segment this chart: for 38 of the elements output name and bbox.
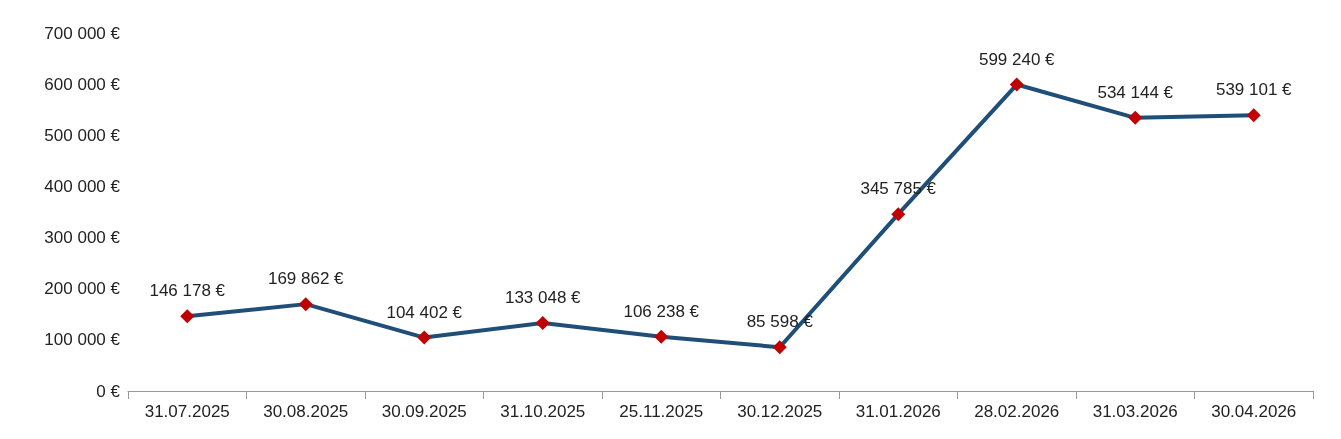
data-label: 106 238 € bbox=[623, 301, 700, 321]
point bbox=[535, 315, 550, 330]
data-label: 169 862 € bbox=[267, 269, 345, 289]
x-tick-label: 31.01.2026 bbox=[855, 402, 941, 421]
x-tick-label: 30.09.2025 bbox=[381, 402, 467, 421]
y-tick-label: 100 000 € bbox=[44, 330, 121, 350]
x-tick-label: 30.08.2025 bbox=[263, 402, 349, 421]
x-tick-label: 28.02.2026 bbox=[974, 402, 1060, 421]
y-tick-label: 200 000 € bbox=[44, 279, 121, 299]
data-label: 85 598 € bbox=[746, 312, 814, 332]
x-tick-label: 30.12.2025 bbox=[737, 402, 823, 421]
x-tick-label: 31.07.2025 bbox=[144, 402, 230, 421]
point bbox=[298, 297, 313, 312]
point bbox=[772, 340, 787, 355]
point bbox=[1009, 77, 1024, 92]
point bbox=[417, 330, 432, 345]
y-tick-label: 400 000 € bbox=[44, 176, 121, 196]
data-label: 104 402 € bbox=[386, 302, 463, 322]
point bbox=[654, 329, 669, 344]
y-tick-label: 300 000 € bbox=[44, 228, 121, 248]
data-label: 534 144 € bbox=[1097, 82, 1174, 102]
point bbox=[1128, 110, 1143, 125]
data-label: 146 178 € bbox=[149, 281, 226, 301]
x-tick-label: 25.11.2025 bbox=[619, 402, 704, 421]
y-tick-label: 0 € bbox=[96, 381, 121, 401]
x-tick-label: 30.04.2026 bbox=[1211, 402, 1297, 421]
data-label: 345 785 € bbox=[860, 179, 937, 199]
x-tick-label: 31.10.2025 bbox=[500, 402, 586, 421]
point bbox=[891, 207, 906, 222]
data-label: 133 048 € bbox=[504, 287, 582, 307]
y-tick-label: 600 000 € bbox=[44, 74, 121, 94]
y-tick-label: 700 000 € bbox=[44, 23, 121, 43]
x-tick-label: 31.03.2026 bbox=[1092, 402, 1178, 421]
y-tick-label: 500 000 € bbox=[44, 125, 121, 145]
data-label: 599 240 € bbox=[978, 49, 1056, 69]
point bbox=[180, 309, 195, 324]
data-label: 539 101 € bbox=[1215, 80, 1293, 100]
point bbox=[1246, 108, 1261, 123]
